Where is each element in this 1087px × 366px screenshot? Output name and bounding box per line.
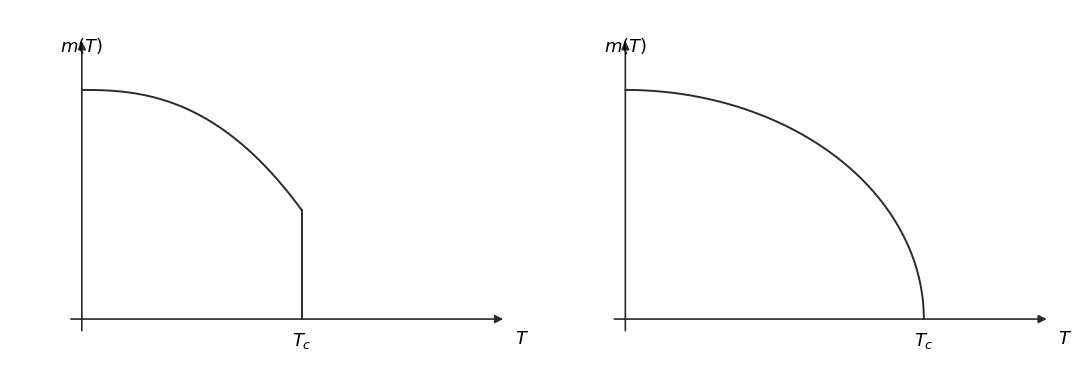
Text: $T$: $T$	[1058, 330, 1073, 348]
Text: $T_c$: $T_c$	[914, 330, 934, 351]
Text: $m(T)$: $m(T)$	[60, 36, 103, 56]
Text: $m(T)$: $m(T)$	[603, 36, 647, 56]
Text: $T_c$: $T_c$	[292, 330, 312, 351]
Text: $T$: $T$	[514, 330, 529, 348]
